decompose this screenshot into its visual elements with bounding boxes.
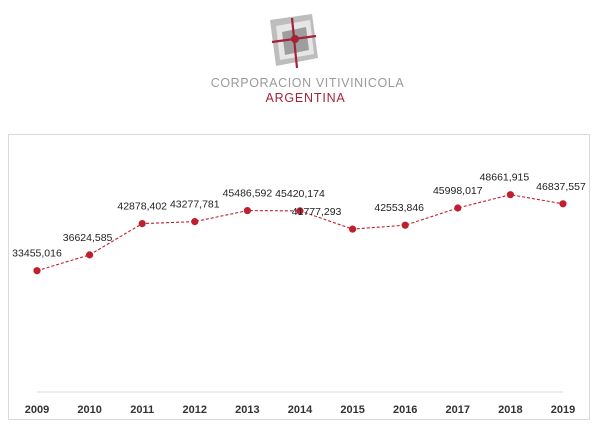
data-point <box>349 225 357 233</box>
data-label: 33455,016 <box>12 248 62 260</box>
cova-logo-icon <box>270 14 318 69</box>
brand-name-line2: ARGENTINA <box>265 91 346 105</box>
data-point <box>86 251 94 259</box>
data-point <box>506 191 514 199</box>
x-tick-label: 2016 <box>393 404 417 416</box>
data-label: 45420,174 <box>275 188 325 200</box>
data-label: 45486,592 <box>223 188 273 200</box>
x-tick-label: 2011 <box>130 404 154 416</box>
x-tick-label: 2019 <box>551 404 575 416</box>
data-point <box>243 206 251 215</box>
data-point <box>296 207 304 215</box>
data-label: 48661,915 <box>480 172 530 184</box>
data-point <box>138 220 146 228</box>
data-label: 42878,402 <box>117 201 167 213</box>
data-point <box>401 221 409 229</box>
data-label: 43277,781 <box>170 199 220 211</box>
data-label: 41777,293 <box>292 206 342 218</box>
x-tick-label: 2015 <box>340 404 364 416</box>
data-point <box>454 204 462 212</box>
data-label: 46837,557 <box>536 181 586 193</box>
x-tick-label: 2009 <box>25 404 49 416</box>
x-tick-label: 2018 <box>498 404 522 416</box>
x-tick-label: 2013 <box>235 404 259 416</box>
data-label: 36624,585 <box>63 232 113 244</box>
data-point <box>559 200 567 208</box>
x-tick-label: 2014 <box>288 404 313 416</box>
brand-name-line1: CORPORACION VITIVINICOLA <box>210 76 405 90</box>
data-label: 42553,846 <box>374 202 424 214</box>
x-tick-label: 2017 <box>446 404 470 416</box>
data-point <box>191 218 199 226</box>
data-label: 45998,017 <box>433 185 483 197</box>
data-point <box>33 267 41 275</box>
brand-header: CORPORACION VITIVINICOLA ARGENTINA <box>0 0 597 110</box>
x-tick-label: 2012 <box>183 404 207 416</box>
chart-frame <box>8 134 590 420</box>
x-tick-label: 2010 <box>77 404 101 416</box>
